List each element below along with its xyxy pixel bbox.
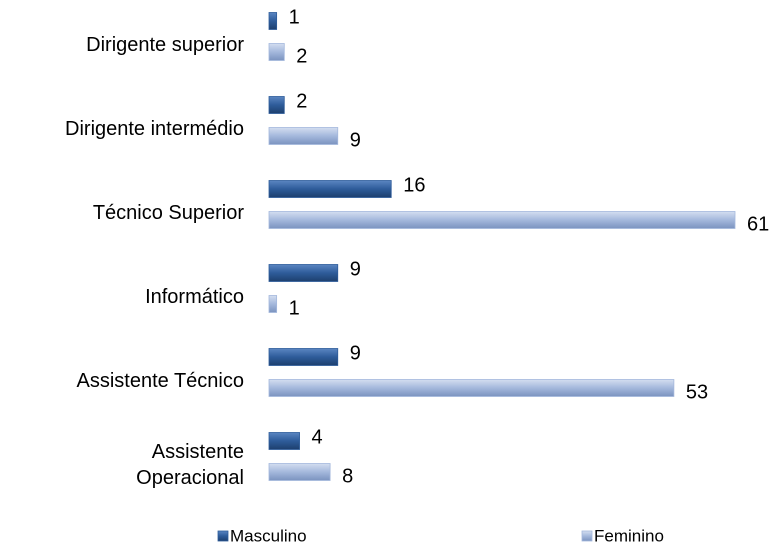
value-label: 4	[312, 426, 323, 448]
legend-label: Feminino	[594, 526, 664, 545]
value-label: 53	[686, 381, 708, 403]
bar	[268, 379, 675, 397]
value-label: 9	[350, 129, 361, 151]
bar	[268, 211, 736, 229]
value-label: 2	[296, 90, 307, 112]
bar	[268, 180, 392, 198]
bar	[268, 264, 339, 282]
bar	[268, 348, 339, 366]
legend-swatch	[217, 530, 229, 542]
category-label: Assistente Técnico	[76, 370, 245, 392]
category-label: Dirigente intermédio	[65, 118, 244, 140]
category-label: Informático	[145, 286, 244, 308]
category-label: Técnico Superior	[92, 202, 244, 224]
bar	[268, 127, 339, 145]
bar	[268, 295, 278, 313]
legend-label: Masculino	[230, 526, 307, 545]
bar	[268, 463, 331, 481]
value-label: 16	[403, 174, 425, 196]
category-label: Dirigente superior	[86, 34, 244, 56]
value-label: 2	[296, 45, 307, 67]
value-label: 1	[289, 6, 300, 28]
bar	[268, 96, 285, 114]
bar	[268, 432, 300, 450]
legend-swatch	[581, 530, 593, 542]
bar	[268, 12, 278, 30]
value-label: 9	[350, 342, 361, 364]
value-label: 1	[289, 297, 300, 319]
value-label: 9	[350, 258, 361, 280]
value-label: 61	[747, 213, 769, 235]
bar	[268, 43, 285, 61]
category-label: Assistente Operacional	[136, 441, 244, 489]
value-label: 8	[342, 465, 353, 487]
